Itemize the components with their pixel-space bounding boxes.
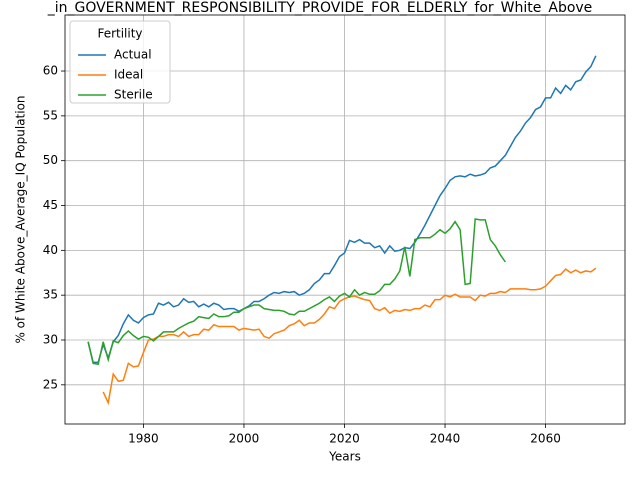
chart-title: _in_GOVERNMENT_RESPONSIBILITY_PROVIDE_FO…	[47, 0, 593, 16]
line-series	[102, 267, 597, 406]
legend-box	[69, 20, 171, 104]
x-tick-label: 2040	[430, 432, 461, 446]
y-axis-label: % of White Above_Average_IQ Population	[14, 95, 28, 343]
plot-frame	[64, 14, 626, 425]
y-tick-label: 25	[43, 377, 58, 391]
line-series	[87, 218, 506, 366]
y-tick-label: 45	[43, 198, 58, 212]
y-tick-label: 30	[43, 332, 58, 346]
x-axis-label: Years	[328, 450, 361, 464]
x-tick-label: 1980	[128, 432, 159, 446]
legend-title: Fertility	[97, 27, 142, 41]
y-tick-label: 60	[43, 64, 58, 78]
x-tick-label: 2000	[229, 432, 260, 446]
line-series	[87, 55, 597, 364]
y-tick-label: 40	[43, 243, 58, 257]
x-tick-label: 2020	[329, 432, 360, 446]
legend: Fertility Actual Ideal Sterile	[69, 20, 171, 104]
legend-label: Sterile	[114, 88, 153, 102]
y-tick-label: 55	[43, 108, 58, 122]
y-tick-label: 50	[43, 153, 58, 167]
legend-label: Actual	[114, 48, 152, 62]
x-tick-label: 2060	[530, 432, 561, 446]
legend-label: Ideal	[114, 68, 143, 82]
y-tick-label: 35	[43, 288, 58, 302]
